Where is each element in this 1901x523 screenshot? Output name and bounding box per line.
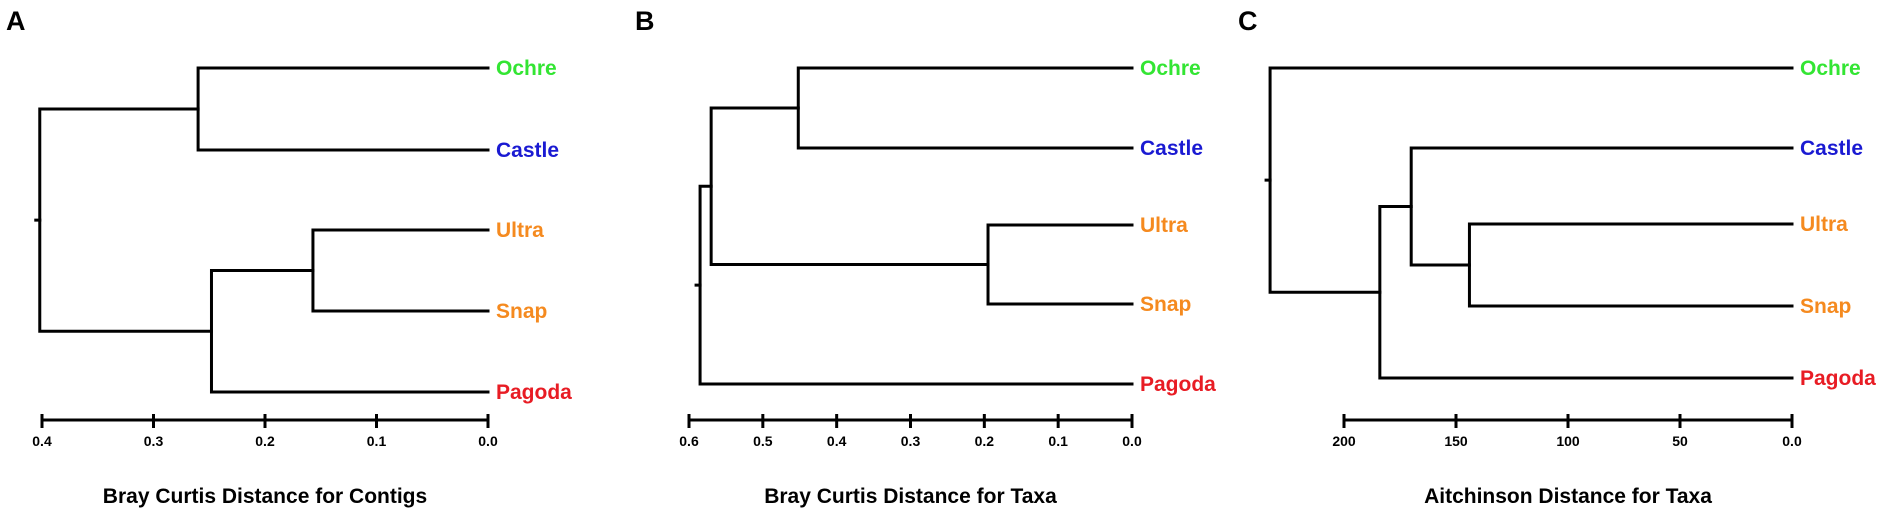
leaf-label-snap: Snap: [1140, 293, 1191, 316]
panel-letter: C: [1238, 6, 1258, 36]
x-tick-label: 0.3: [144, 433, 164, 449]
x-tick-label: 0.3: [901, 433, 921, 449]
leaf-label-ochre: Ochre: [1140, 57, 1201, 80]
x-tick-label: 100: [1556, 433, 1580, 449]
leaf-label-ochre: Ochre: [1800, 57, 1861, 80]
x-tick-label: 50: [1672, 433, 1688, 449]
x-tick-label: 0.2: [255, 433, 275, 449]
merge-branch-1: [986, 223, 1134, 306]
x-axis-ticks: 200 150 100 50 0.0: [1332, 414, 1802, 449]
x-tick-label: 0.1: [367, 433, 387, 449]
dendrogram-tree: [34, 66, 490, 394]
merge-branch-1: [1467, 222, 1794, 308]
merge-branch-2: [196, 66, 490, 152]
leaf-label-pagoda: Pagoda: [496, 381, 572, 404]
merge-branch-4: [38, 107, 213, 333]
leaf-label-castle: Castle: [1140, 137, 1203, 160]
x-tick-label: 150: [1444, 433, 1468, 449]
leaf-label-snap: Snap: [496, 300, 547, 323]
x-axis-ticks: 0.6 0.5 0.4 0.3 0.2 0.1 0.0: [679, 414, 1142, 449]
x-tick-label: 0.5: [753, 433, 773, 449]
x-axis-title: Bray Curtis Distance for Contigs: [103, 485, 427, 508]
x-tick-label: 0.0: [1782, 433, 1802, 449]
panel-c: C Ochre Castle Ultra Snap Pagoda 200 150 100 50…: [1238, 6, 1876, 508]
dendrogram-tree: [1264, 66, 1794, 380]
leaf-label-pagoda: Pagoda: [1800, 367, 1876, 390]
leaf-label-ultra: Ultra: [496, 219, 544, 242]
dendrogram-tree: [694, 66, 1134, 386]
x-tick-label: 0.2: [975, 433, 995, 449]
leaf-label-castle: Castle: [1800, 137, 1863, 160]
x-axis-title: Aitchinson Distance for Taxa: [1424, 485, 1712, 508]
merge-branch-1: [311, 228, 490, 313]
leaf-label-pagoda: Pagoda: [1140, 373, 1216, 396]
merge-branch-4: [1268, 66, 1794, 294]
x-axis-ticks: 0.4 0.3 0.2 0.1 0.0: [32, 414, 498, 449]
leaf-labels: Ochre Castle Ultra Snap Pagoda: [1800, 57, 1876, 390]
merge-branch-4: [698, 184, 1134, 386]
merge-branch-3: [1378, 205, 1794, 380]
x-axis-title: Bray Curtis Distance for Taxa: [764, 485, 1057, 508]
leaf-label-ultra: Ultra: [1800, 213, 1848, 236]
leaf-labels: Ochre Castle Ultra Snap Pagoda: [1140, 57, 1216, 396]
merge-branch-3: [709, 106, 990, 266]
leaf-labels: Ochre Castle Ultra Snap Pagoda: [496, 57, 572, 404]
leaf-label-snap: Snap: [1800, 295, 1851, 318]
panel-letter: A: [6, 6, 26, 36]
merge-branch-3: [209, 269, 490, 394]
leaf-label-ultra: Ultra: [1140, 214, 1188, 237]
x-tick-label: 0.1: [1048, 433, 1068, 449]
merge-branch-2: [796, 66, 1134, 150]
leaf-label-castle: Castle: [496, 139, 559, 162]
x-tick-label: 0.0: [1122, 433, 1142, 449]
x-tick-label: 0.4: [827, 433, 847, 449]
x-tick-label: 0.0: [478, 433, 498, 449]
leaf-label-ochre: Ochre: [496, 57, 557, 80]
panel-letter: B: [635, 6, 655, 36]
x-tick-label: 200: [1332, 433, 1356, 449]
x-tick-label: 0.4: [32, 433, 52, 449]
x-tick-label: 0.6: [679, 433, 699, 449]
